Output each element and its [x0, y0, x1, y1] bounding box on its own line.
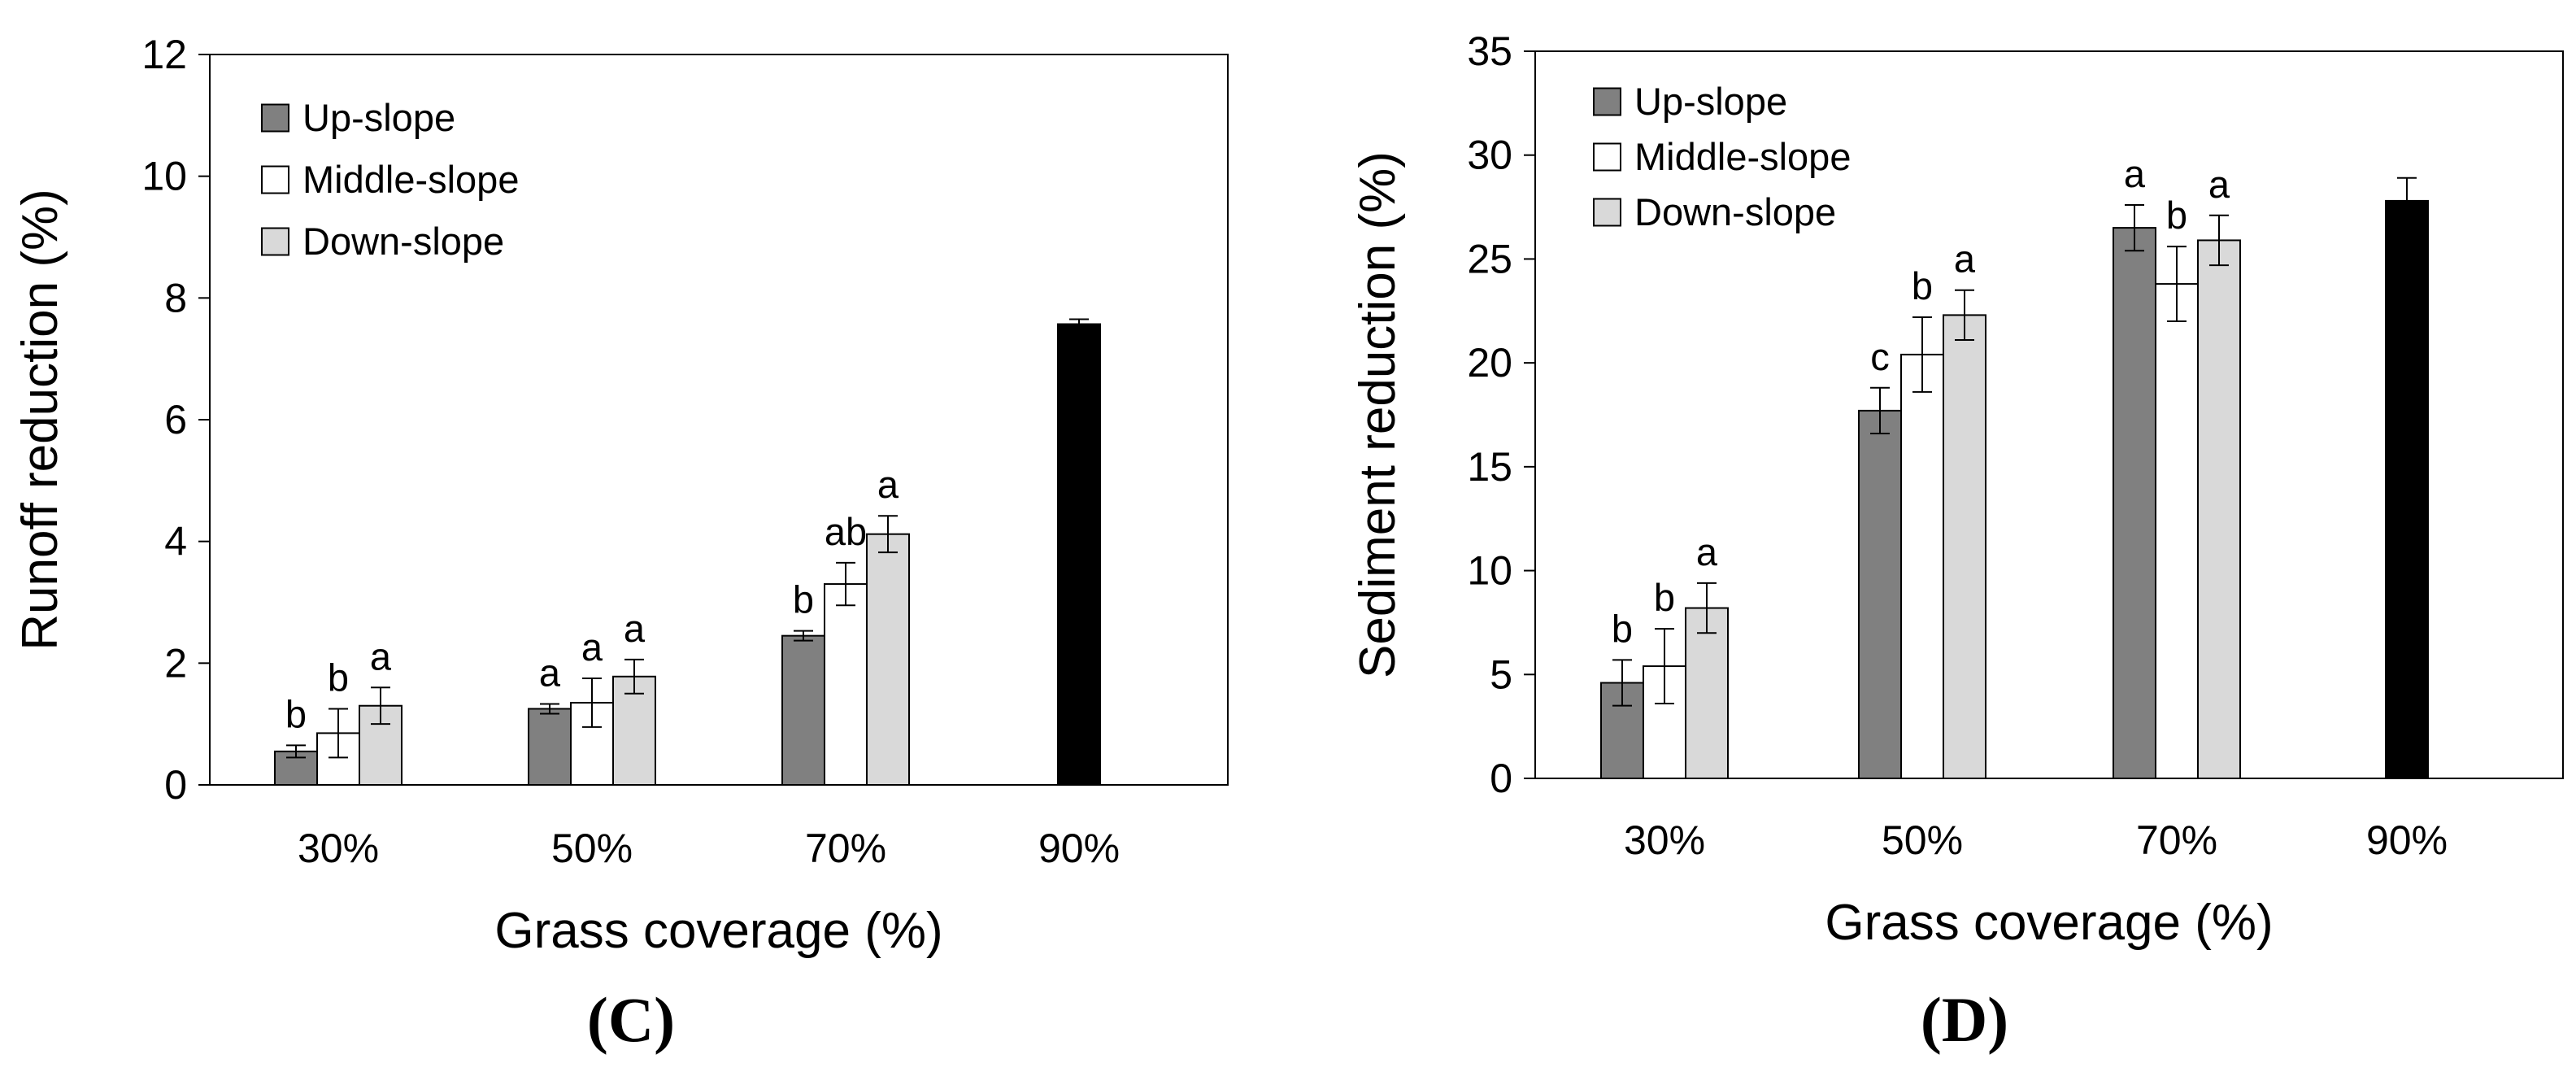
- significance-label: b: [793, 578, 814, 621]
- plot-area: [1534, 50, 2564, 779]
- y-tick-label: 8: [164, 275, 187, 320]
- legend: Up-slope Middle-slope Down-slope: [261, 96, 519, 263]
- x-tick-label: 70%: [805, 826, 886, 871]
- y-tick-label: 4: [164, 519, 187, 564]
- x-tick-label: 70%: [2136, 817, 2217, 863]
- bar-up-slope-1: [528, 708, 572, 786]
- significance-label: a: [581, 625, 603, 669]
- significance-label: a: [2124, 152, 2146, 195]
- significance-label: b: [1612, 607, 1633, 650]
- bar-down-slope-2: [2197, 239, 2241, 779]
- significance-label: a: [1696, 530, 1718, 573]
- bar-90-coverage: [2385, 199, 2429, 779]
- significance-label: b: [2166, 194, 2187, 237]
- legend-swatch: [261, 227, 289, 256]
- x-tick-label: 30%: [1624, 817, 1705, 863]
- bar-up-slope-2: [2113, 227, 2156, 780]
- legend-label: Up-slope: [302, 96, 455, 139]
- y-tick-label: 0: [1490, 756, 1512, 801]
- y-tick-label: 10: [1467, 548, 1512, 594]
- significance-label: a: [539, 651, 561, 694]
- panel-label: (C): [587, 984, 675, 1055]
- bar-middle-slope-1: [1900, 353, 1944, 779]
- legend-swatch: [1593, 198, 1621, 227]
- legend-label: Up-slope: [1634, 80, 1787, 123]
- significance-label: ab: [825, 510, 867, 553]
- x-tick-label: 30%: [298, 826, 379, 871]
- bar-middle-slope-2: [824, 583, 868, 786]
- legend-label: Down-slope: [1634, 190, 1836, 233]
- significance-label: b: [285, 692, 307, 735]
- y-tick-label: 10: [141, 154, 187, 199]
- y-tick-label: 20: [1467, 340, 1512, 386]
- bar-down-slope-0: [1685, 607, 1729, 780]
- x-tick-label: 90%: [1038, 826, 1120, 871]
- y-tick-label: 5: [1490, 651, 1512, 697]
- x-tick-label: 50%: [551, 826, 633, 871]
- significance-label: a: [2208, 163, 2230, 206]
- y-tick-label: 15: [1467, 444, 1512, 490]
- chart-panel-C: 0 2 4 6 8 10 12 30% 50% 70% 90% Grass coverage (%) R…: [12, 32, 1229, 1055]
- bar-up-slope-2: [781, 634, 825, 786]
- x-tick-label: 50%: [1882, 817, 1963, 863]
- y-tick-label: 30: [1467, 133, 1512, 178]
- legend-swatch: [1593, 142, 1621, 172]
- legend-label: Middle-slope: [302, 158, 519, 201]
- y-tick-label: 25: [1467, 236, 1512, 281]
- significance-label: b: [1912, 264, 1933, 307]
- significance-label: a: [624, 607, 646, 650]
- legend-label: Down-slope: [302, 220, 504, 263]
- significance-label: b: [1654, 576, 1675, 619]
- significance-label: a: [877, 463, 899, 506]
- bar-middle-slope-2: [2155, 283, 2199, 779]
- chart-panel-D: 0 5 10 15 20 25 30 35 30% 50% 70% 90% Grass coverage…: [1350, 28, 2564, 1055]
- panel-label: (D): [1921, 984, 2008, 1055]
- x-tick-label: 90%: [2366, 817, 2448, 863]
- x-axis-title: Grass coverage (%): [1825, 895, 2273, 951]
- bar-down-slope-2: [866, 533, 910, 786]
- significance-label: b: [328, 656, 349, 699]
- legend-swatch: [1593, 87, 1621, 116]
- significance-label: c: [1870, 335, 1890, 378]
- y-tick-label: 2: [164, 640, 187, 686]
- x-axis-title: Grass coverage (%): [494, 903, 942, 959]
- bar-up-slope-0: [1600, 682, 1644, 780]
- bar-down-slope-1: [1943, 314, 1986, 779]
- y-axis-title: Runoff reduction (%): [12, 189, 68, 650]
- bar-up-slope-1: [1858, 409, 1902, 779]
- y-tick-label: 35: [1467, 28, 1512, 74]
- bar-90-coverage: [1057, 323, 1101, 786]
- significance-label: a: [370, 634, 392, 678]
- significance-label: a: [1954, 237, 1976, 281]
- legend-label: Middle-slope: [1634, 135, 1851, 178]
- y-tick-label: 12: [141, 32, 187, 77]
- y-tick-label: 6: [164, 397, 187, 442]
- y-tick-label: 0: [164, 762, 187, 808]
- legend-swatch: [261, 165, 289, 194]
- y-axis-title: Sediment reduction (%): [1350, 151, 1406, 678]
- legend: Up-slope Middle-slope Down-slope: [1593, 80, 1851, 233]
- legend-swatch: [261, 103, 289, 133]
